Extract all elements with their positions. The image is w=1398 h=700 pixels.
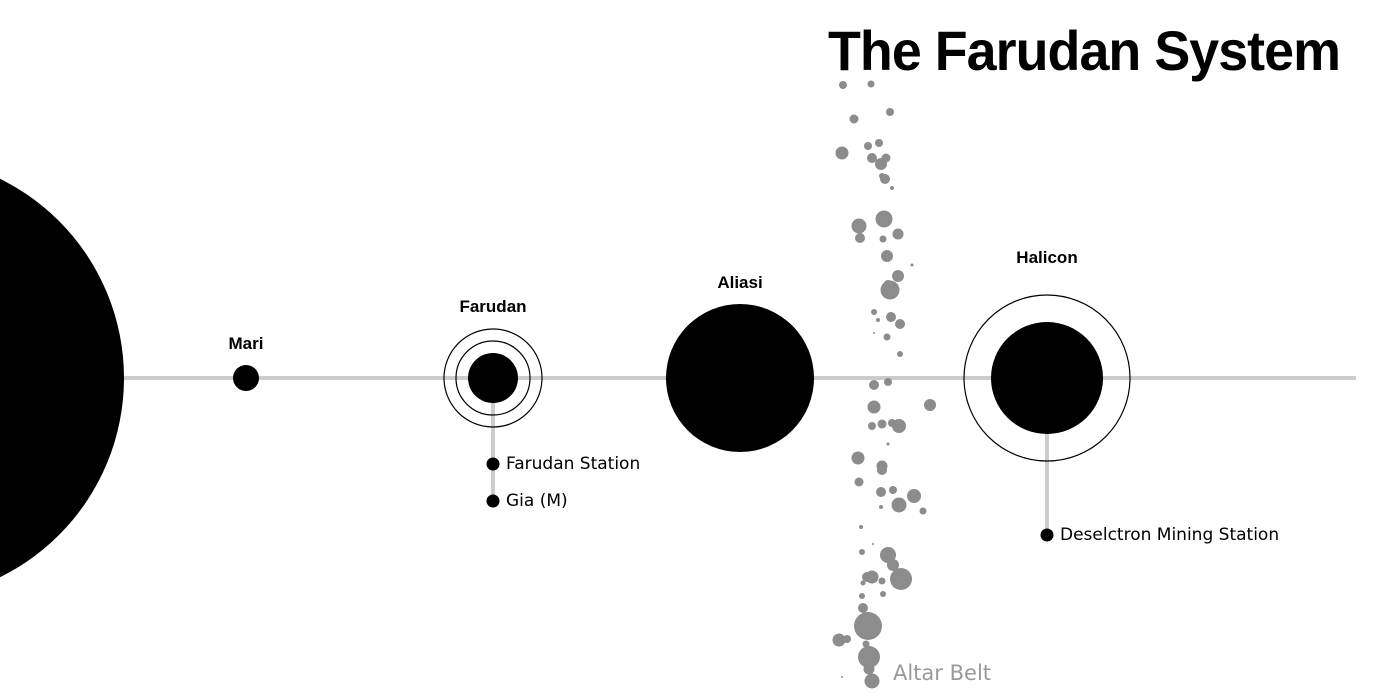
planet-label-aliasi: Aliasi — [717, 273, 762, 292]
planet-label-mari: Mari — [229, 334, 264, 353]
page-title: The Farudan System — [828, 19, 1340, 82]
planet-halicon[interactable] — [991, 322, 1103, 434]
asteroid — [871, 309, 877, 315]
asteroid — [887, 559, 899, 571]
farudan-ring-outer — [443, 328, 543, 428]
asteroid — [862, 640, 870, 648]
asteroid — [879, 235, 887, 243]
asteroid — [865, 570, 879, 584]
asteroid — [880, 547, 896, 563]
asteroid — [864, 142, 872, 150]
central-star — [0, 178, 124, 578]
asteroid — [872, 543, 874, 545]
satellite-dot-deselctron[interactable] — [1040, 528, 1054, 542]
satellite-dot-farudan-station[interactable] — [486, 457, 500, 471]
halicon-ring — [963, 294, 1131, 462]
asteroid — [863, 663, 875, 675]
asteroid — [890, 568, 912, 590]
planet-aliasi[interactable] — [666, 304, 814, 452]
asteroid — [875, 210, 893, 228]
asteroid — [854, 477, 864, 487]
asteroid — [839, 81, 847, 89]
asteroid — [919, 507, 927, 515]
asteroid — [843, 635, 851, 643]
asteroid — [851, 218, 867, 234]
asteroid — [841, 676, 843, 678]
asteroid — [858, 603, 868, 613]
asteroid — [873, 332, 875, 334]
asteroid — [832, 633, 846, 647]
satellite-label-farudan-station: Farudan Station — [506, 454, 640, 474]
satellite-label-gia: Gia (M) — [506, 491, 568, 511]
asteroid — [855, 233, 865, 243]
asteroid — [859, 549, 865, 555]
asteroid — [879, 173, 885, 179]
asteroid — [884, 280, 892, 288]
asteroid — [897, 351, 903, 357]
asteroid — [879, 505, 883, 509]
asteroid — [883, 333, 891, 341]
asteroid — [907, 489, 921, 503]
asteroid — [892, 419, 906, 433]
asteroid — [886, 312, 896, 322]
asteroid — [924, 399, 936, 411]
asteroid — [835, 146, 849, 160]
asteroid — [860, 580, 866, 586]
asteroid — [875, 139, 883, 147]
asteroid — [876, 487, 886, 497]
asteroid — [877, 465, 887, 475]
asteroid — [892, 228, 904, 240]
asteroid — [854, 612, 882, 640]
asteroid — [868, 422, 876, 430]
belt-label: Altar Belt — [893, 661, 991, 685]
asteroid — [858, 646, 880, 668]
farudan-ring-inner — [455, 340, 531, 416]
asteroid — [875, 158, 887, 170]
asteroid — [886, 108, 894, 116]
asteroid — [880, 591, 886, 597]
asteroid-belt — [832, 80, 936, 689]
asteroid — [890, 186, 894, 190]
asteroid — [851, 451, 865, 465]
planet-label-halicon: Halicon — [1016, 248, 1077, 267]
asteroid — [881, 250, 893, 262]
asteroid — [892, 270, 904, 282]
asteroid — [877, 419, 887, 429]
asteroid — [886, 442, 890, 446]
asteroid — [884, 378, 892, 386]
satellite-dot-gia[interactable] — [486, 494, 500, 508]
asteroid — [876, 318, 880, 322]
planet-farudan[interactable] — [468, 353, 518, 403]
asteroid — [889, 486, 897, 494]
asteroid — [859, 525, 863, 529]
asteroid — [891, 497, 907, 513]
asteroid — [910, 263, 914, 267]
asteroid — [878, 577, 886, 585]
asteroid — [859, 593, 865, 599]
asteroid — [864, 673, 880, 689]
satellite-label-deselctron: Deselctron Mining Station — [1060, 525, 1279, 545]
asteroid — [849, 114, 859, 124]
asteroid — [895, 319, 905, 329]
asteroid — [867, 153, 877, 163]
asteroid — [867, 400, 881, 414]
planet-label-farudan: Farudan — [459, 297, 526, 316]
asteroid — [867, 80, 875, 88]
planet-mari[interactable] — [233, 365, 259, 391]
asteroid — [869, 380, 879, 390]
